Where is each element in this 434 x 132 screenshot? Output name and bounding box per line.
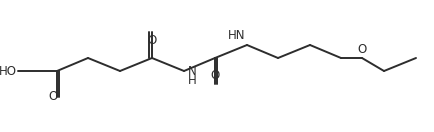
Text: H: H xyxy=(187,74,196,86)
Text: HO: HO xyxy=(0,65,17,77)
Text: O: O xyxy=(357,43,366,56)
Text: O: O xyxy=(48,91,57,103)
Text: HN: HN xyxy=(227,29,244,42)
Text: O: O xyxy=(210,69,219,82)
Text: N: N xyxy=(187,65,196,77)
Text: O: O xyxy=(147,34,156,47)
